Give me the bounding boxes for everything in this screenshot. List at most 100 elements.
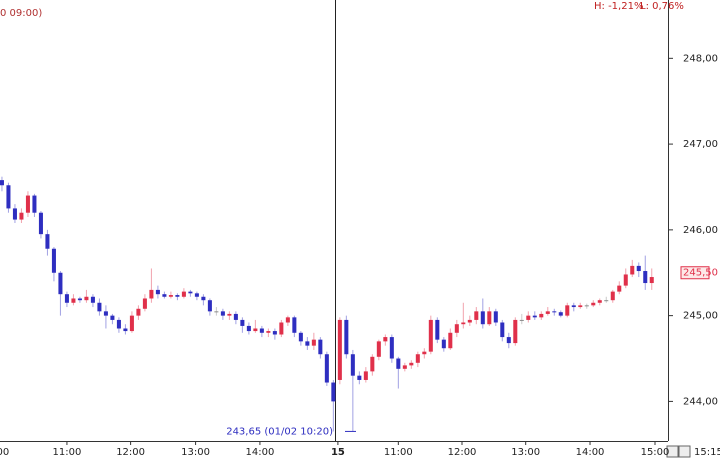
candle-body bbox=[643, 271, 648, 284]
candle-body bbox=[389, 337, 394, 359]
y-tick-label: 246,00 bbox=[683, 225, 718, 236]
candle-body bbox=[266, 331, 271, 333]
candle-body bbox=[467, 319, 472, 323]
candle-body bbox=[357, 375, 362, 380]
candle-body bbox=[285, 317, 290, 323]
candle-body bbox=[552, 311, 557, 313]
candle-body bbox=[649, 277, 654, 284]
candle-body bbox=[32, 195, 37, 213]
candle-body bbox=[636, 265, 641, 272]
x-tick-label: 14:00 bbox=[246, 447, 275, 458]
candle-body bbox=[545, 311, 550, 314]
candle-body bbox=[344, 319, 349, 355]
candle-body bbox=[77, 298, 82, 301]
candle-body bbox=[214, 311, 219, 313]
zoom-button[interactable] bbox=[666, 445, 679, 458]
candle-body bbox=[19, 212, 24, 220]
header-left: 0 09:00) bbox=[0, 8, 42, 19]
candle-body bbox=[279, 322, 284, 335]
candle-body bbox=[383, 337, 388, 342]
candle-body bbox=[565, 305, 570, 316]
candle-body bbox=[240, 319, 245, 326]
candle-body bbox=[331, 382, 336, 402]
end-time: 15:15 bbox=[694, 447, 720, 458]
candle-body bbox=[38, 212, 43, 235]
candle-body bbox=[155, 289, 160, 295]
candle-body bbox=[597, 300, 602, 303]
last-price-box bbox=[680, 266, 710, 280]
y-tick-label: 244,00 bbox=[683, 396, 718, 407]
candle-body bbox=[435, 319, 440, 340]
candle-body bbox=[201, 296, 206, 301]
candle-body bbox=[305, 341, 310, 346]
candle-body bbox=[324, 354, 329, 383]
candle-body bbox=[519, 319, 524, 321]
candle-body bbox=[422, 351, 427, 355]
x-tick-label: 10:00 bbox=[0, 447, 9, 458]
candle-body bbox=[123, 328, 128, 332]
candle-body bbox=[630, 265, 635, 275]
candle-body bbox=[233, 313, 238, 320]
candle-body bbox=[402, 365, 407, 369]
candle-body bbox=[441, 339, 446, 349]
candle-body bbox=[454, 324, 459, 333]
candle-body bbox=[168, 295, 173, 297]
candle-body bbox=[448, 332, 453, 349]
x-tick-label: 11:00 bbox=[53, 447, 82, 458]
candle-body bbox=[207, 300, 212, 312]
candle-body bbox=[539, 313, 544, 318]
x-tick-label: 15 bbox=[331, 447, 345, 458]
candle-body bbox=[396, 358, 401, 369]
candle-body bbox=[188, 291, 193, 294]
candle-body bbox=[97, 302, 102, 312]
candle-body bbox=[71, 298, 76, 303]
candle-body bbox=[129, 315, 134, 332]
candle-body bbox=[292, 317, 297, 333]
candle-body bbox=[220, 311, 225, 316]
candle-body bbox=[584, 305, 589, 307]
min-label: 243,65 (01/02 10:20) bbox=[226, 426, 333, 437]
candle-body bbox=[116, 319, 121, 329]
candle-body bbox=[474, 311, 479, 320]
candle-body bbox=[103, 311, 108, 316]
candle-body bbox=[272, 331, 277, 335]
candle-body bbox=[253, 328, 258, 332]
candle-body bbox=[149, 289, 154, 299]
candle-body bbox=[487, 311, 492, 325]
x-tick-label: 12:00 bbox=[116, 447, 145, 458]
candle-body bbox=[136, 308, 141, 316]
candle-body bbox=[610, 291, 615, 301]
x-tick-label: 12:00 bbox=[448, 447, 477, 458]
last-price-label: 245,50 bbox=[683, 268, 718, 279]
candle-body bbox=[376, 341, 381, 357]
candle-body bbox=[181, 291, 186, 297]
candle-body bbox=[370, 356, 375, 372]
candle-body bbox=[12, 208, 17, 220]
candle-body bbox=[84, 296, 89, 301]
x-tick-label: 11:00 bbox=[384, 447, 413, 458]
candle-body bbox=[142, 298, 147, 309]
candle-body bbox=[259, 328, 264, 333]
high-change: H: -1,21% bbox=[594, 1, 643, 12]
y-tick-label: 245,00 bbox=[683, 311, 718, 322]
candle-body bbox=[227, 313, 232, 316]
candle-body bbox=[90, 296, 95, 303]
candle-body bbox=[428, 319, 433, 352]
candle-body bbox=[558, 312, 563, 316]
candle-body bbox=[604, 300, 609, 302]
candle-body bbox=[0, 180, 4, 186]
candle-body bbox=[298, 332, 303, 342]
search-button[interactable] bbox=[678, 445, 691, 458]
candle-body bbox=[480, 311, 485, 325]
candle-body bbox=[506, 337, 511, 344]
candle-body bbox=[532, 315, 537, 318]
candle-body bbox=[623, 274, 628, 286]
candle-body bbox=[311, 339, 316, 346]
candle-body bbox=[194, 293, 199, 297]
y-tick-label: 247,00 bbox=[683, 139, 718, 150]
candle-body bbox=[6, 185, 11, 209]
x-tick-label: 13:00 bbox=[181, 447, 210, 458]
candle-body bbox=[175, 295, 180, 297]
